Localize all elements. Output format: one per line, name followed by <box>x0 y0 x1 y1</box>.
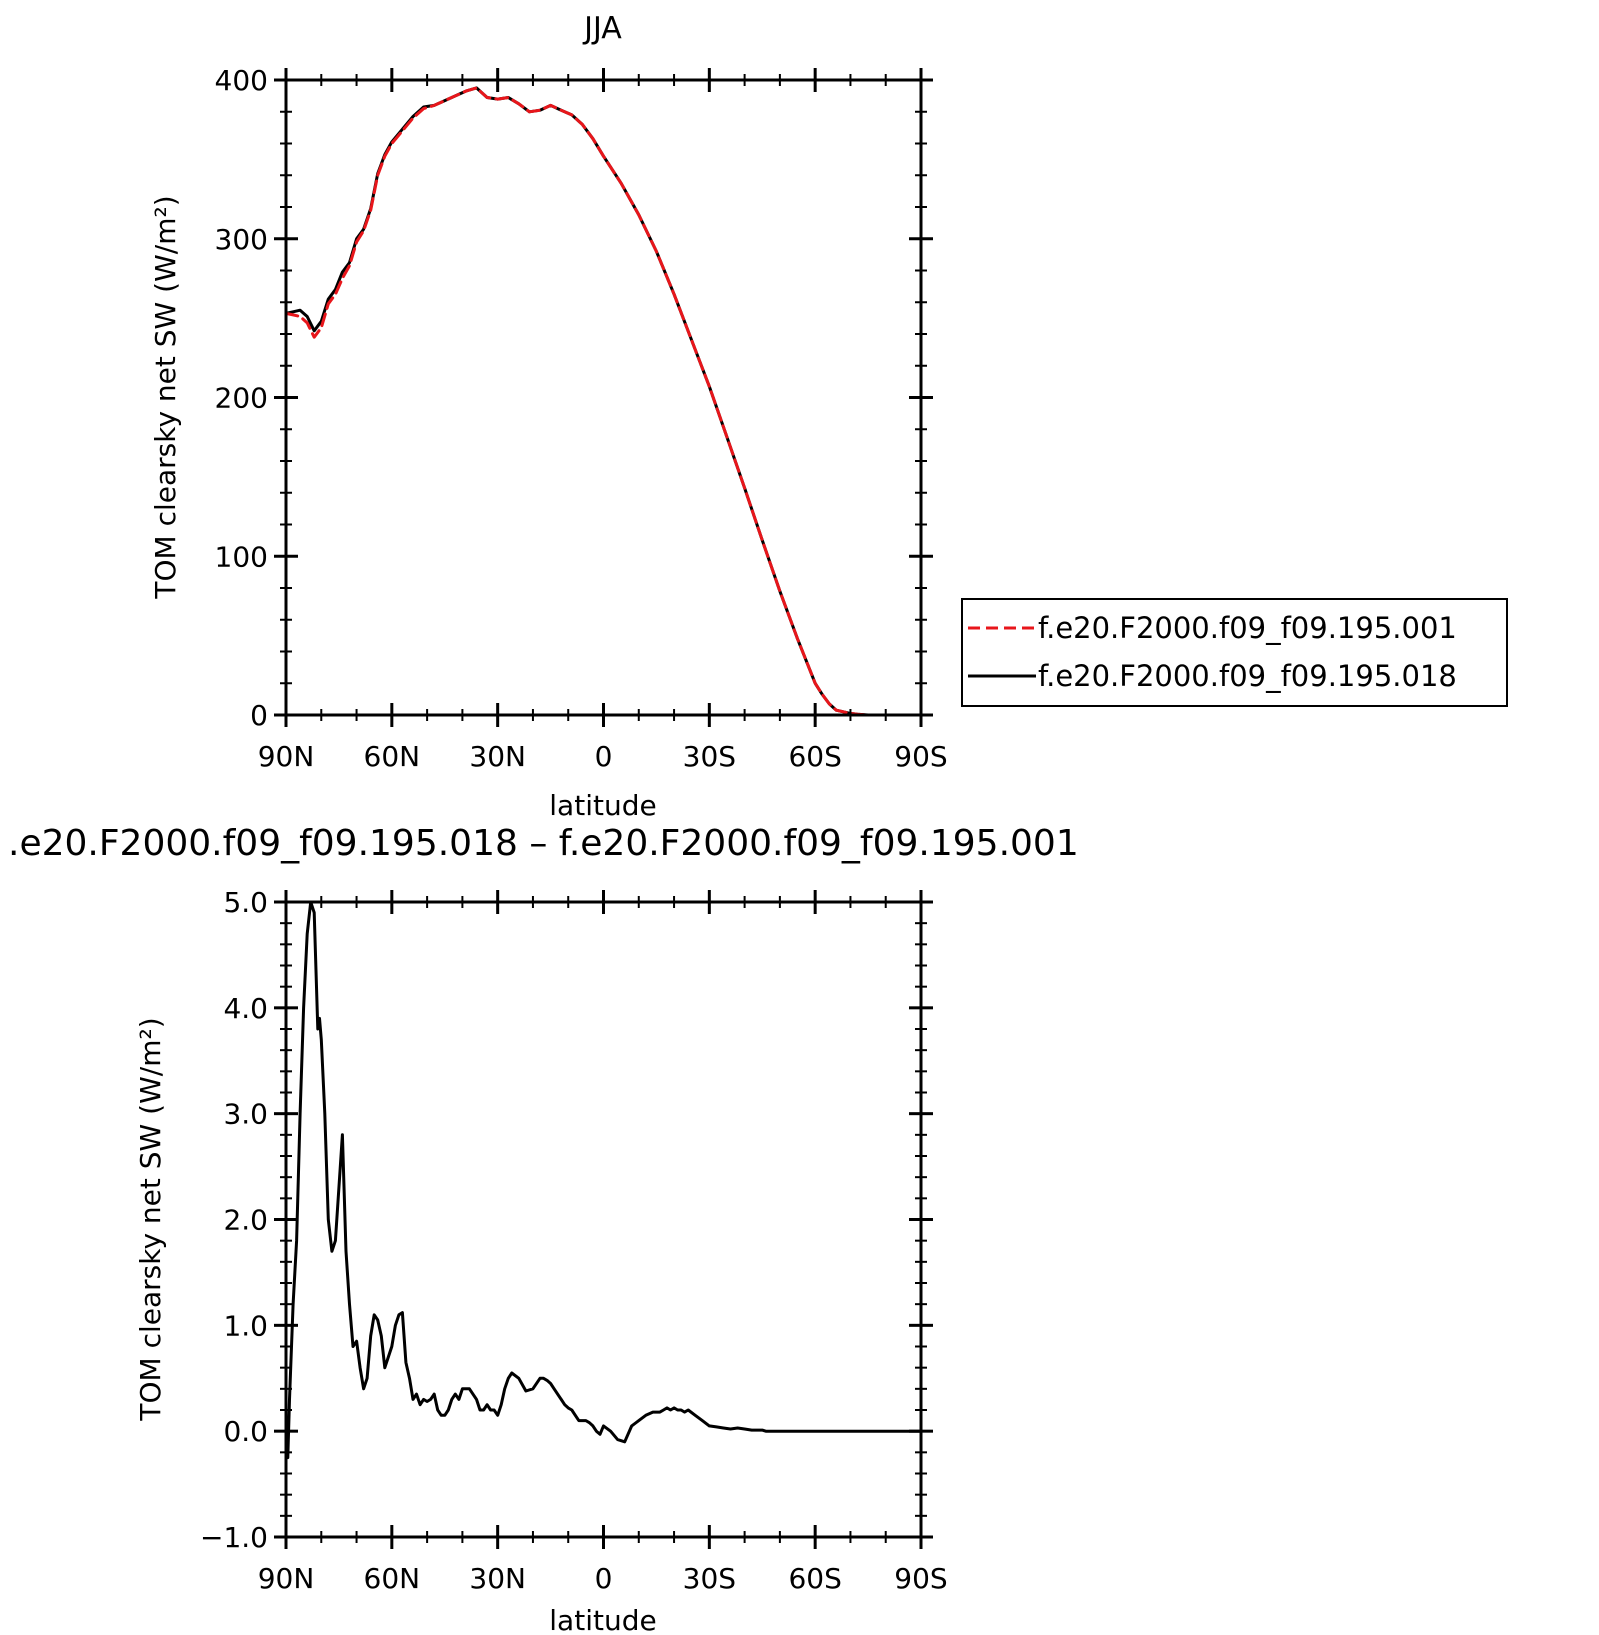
x-tick-label: 60S <box>788 1562 841 1595</box>
bottom-plot-frame <box>284 900 923 1539</box>
y-tick-label: 0.0 <box>223 1415 268 1448</box>
y-tick-label: 3.0 <box>223 1098 268 1131</box>
series-line-1-2 <box>284 86 923 717</box>
x-tick-label: 90S <box>894 740 947 773</box>
x-tick-label: 60N <box>364 1562 421 1595</box>
legend-label-018: f.e20.F2000.f09_f09.195.018 <box>1038 659 1457 693</box>
legend-label-001: f.e20.F2000.f09_f09.195.001 <box>1038 611 1457 645</box>
x-tick-label: 0 <box>595 740 613 773</box>
y-tick-label: 200 <box>215 382 268 415</box>
x-tick-label: 30S <box>683 1562 736 1595</box>
y-tick-label: 4.0 <box>223 992 268 1025</box>
y-tick-label: 2.0 <box>223 1204 268 1237</box>
top-title: JJA <box>582 11 622 46</box>
top-y-axis-label: TOM clearsky net SW (W/m²) <box>149 195 182 599</box>
x-tick-label: 90N <box>258 1562 315 1595</box>
bottom-y-axis-label: TOM clearsky net SW (W/m²) <box>134 1017 167 1421</box>
y-tick-label: 100 <box>215 540 268 573</box>
y-tick-label: −1.0 <box>200 1521 268 1554</box>
legend-box <box>961 598 1508 707</box>
top-x-axis-label: latitude <box>549 789 656 822</box>
y-tick-label: 400 <box>215 64 268 97</box>
x-tick-label: 90S <box>894 1562 947 1595</box>
y-tick-label: 1.0 <box>223 1309 268 1342</box>
top-panel: JJA 90N 60N 30N 0 30S 60S 90S 0 100 200 300 400 lat… <box>149 11 1508 822</box>
x-tick-label: 30N <box>469 740 526 773</box>
x-tick-label: 30S <box>683 740 736 773</box>
top-legend: f.e20.F2000.f09_f09.195.001 f.e20.F2000.… <box>961 598 1508 707</box>
x-tick-label: 60N <box>364 740 421 773</box>
x-tick-label: 90N <box>258 740 315 773</box>
x-tick-label: 60S <box>788 740 841 773</box>
series-line-2-1 <box>284 900 923 1460</box>
series-line-1-1 <box>284 86 923 717</box>
y-tick-label: 5.0 <box>223 886 268 919</box>
bottom-panel: .e20.F2000.f09_f09.195.018 – f.e20.F2000… <box>8 823 1079 1635</box>
top-plot-frame <box>284 78 923 717</box>
x-tick-label: 0 <box>595 1562 613 1595</box>
bottom-x-axis-label: latitude <box>549 1604 656 1635</box>
x-tick-label: 30N <box>469 1562 526 1595</box>
y-tick-label: 0 <box>250 699 268 732</box>
bottom-title: .e20.F2000.f09_f09.195.018 – f.e20.F2000… <box>8 823 1079 864</box>
y-tick-label: 300 <box>215 223 268 256</box>
